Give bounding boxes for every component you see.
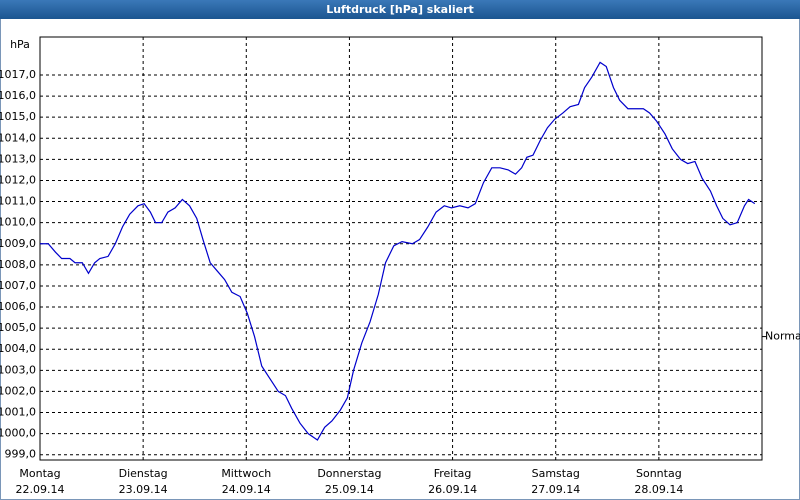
x-tick-date: 24.09.14 <box>222 483 271 496</box>
y-tick-label: 1014,0 <box>0 131 36 144</box>
y-tick-label: 1017,0 <box>0 68 36 81</box>
annotation: Normal <box>765 330 800 343</box>
y-tick-label: 1009,0 <box>0 237 36 250</box>
chart-title: Luftdruck [hPa] skaliert <box>326 3 474 16</box>
x-tick-date: 27.09.14 <box>531 483 580 496</box>
title-bar <box>0 0 800 19</box>
plot-border <box>39 36 763 461</box>
y-tick-label: 1010,0 <box>0 216 36 229</box>
y-axis-label: hPa <box>10 38 30 51</box>
y-tick-label: 1008,0 <box>0 258 36 271</box>
y-tick-label: 1015,0 <box>0 110 36 123</box>
x-tick-label: Sonntag <box>636 467 682 480</box>
y-tick-label: 1006,0 <box>0 300 36 313</box>
x-tick-date: 25.09.14 <box>325 483 374 496</box>
y-tick-label: 1012,0 <box>0 173 36 186</box>
y-tick-label: 1000,0 <box>0 427 36 440</box>
x-tick-label: Montag <box>19 467 60 480</box>
y-tick-label: 1003,0 <box>0 363 36 376</box>
x-tick-label: Samstag <box>532 467 580 480</box>
y-tick-label: 1001,0 <box>0 406 36 419</box>
x-tick-date: 23.09.14 <box>119 483 168 496</box>
y-tick-label: 1005,0 <box>0 321 36 334</box>
x-tick-label: Freitag <box>434 467 472 480</box>
y-tick-label: 1016,0 <box>0 89 36 102</box>
x-tick-label: Mittwoch <box>221 467 271 480</box>
x-tick-date: 22.09.14 <box>16 483 65 496</box>
x-tick-label: Donnerstag <box>317 467 381 480</box>
y-tick-label: 999,0 <box>5 448 37 461</box>
y-tick-label: 1007,0 <box>0 279 36 292</box>
pressure-line <box>40 61 756 441</box>
x-tick-date: 28.09.14 <box>634 483 683 496</box>
y-tick-label: 1013,0 <box>0 152 36 165</box>
y-tick-label: 1011,0 <box>0 195 36 208</box>
x-tick-date: 26.09.14 <box>428 483 477 496</box>
y-tick-label: 1004,0 <box>0 342 36 355</box>
y-tick-label: 1002,0 <box>0 384 36 397</box>
x-tick-label: Dienstag <box>119 467 168 480</box>
